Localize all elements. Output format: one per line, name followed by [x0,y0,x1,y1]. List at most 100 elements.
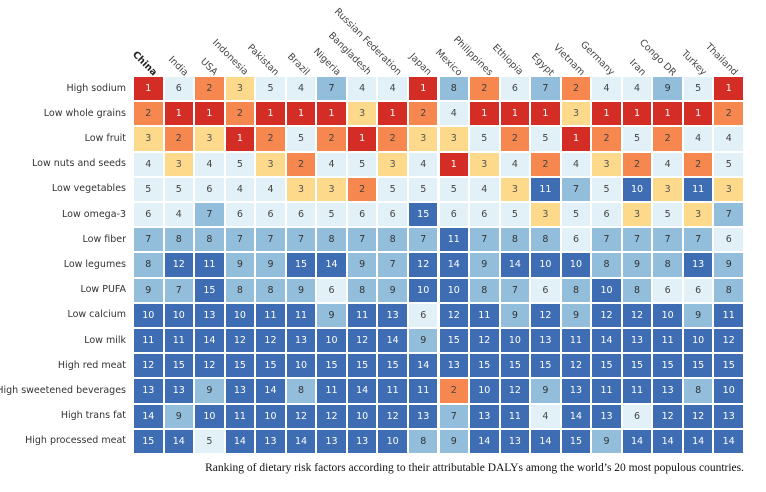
heatmap-cell: 6 [622,404,652,428]
heatmap-cell: 7 [195,203,224,227]
heatmap-cell: 12 [256,329,285,353]
heatmap-cell: 11 [256,303,285,327]
heatmap-cell: 4 [256,177,285,201]
heatmap-cell: 4 [286,77,316,101]
heatmap-cell: 4 [592,77,621,101]
heatmap-cell: 8 [256,278,285,302]
heatmap-cell: 11 [592,379,621,403]
heatmap-cell: 2 [592,127,621,151]
heatmap-cell: 12 [500,379,530,403]
heatmap-cell: 11 [500,404,530,428]
heatmap-cell: 6 [347,203,377,227]
heatmap-cell: 1 [225,127,255,151]
heatmap-cell: 8 [286,379,316,403]
heatmap-cell: 2 [225,102,255,126]
heatmap-cell: 12 [378,404,407,428]
heatmap-cell: 9 [347,253,377,277]
heatmap-cell: 6 [561,228,591,252]
heatmap-cell: 15 [653,354,682,378]
heatmap-cell: 3 [714,177,743,201]
heatmap-cell: 3 [592,152,621,176]
heatmap-cell: 10 [653,303,682,327]
heatmap-cell: 14 [225,429,255,453]
heatmap-cell: 12 [592,303,621,327]
heatmap-cell: 10 [317,329,346,353]
heatmap-cell: 14 [500,253,530,277]
heatmap-cell: 11 [164,329,194,353]
heatmap-cell: 5 [683,77,713,101]
heatmap-cell: 12 [317,404,346,428]
heatmap-cell: 5 [134,177,163,201]
column-label: Japan [407,51,434,78]
heatmap-cell: 4 [317,152,346,176]
heatmap-cell: 8 [164,228,194,252]
heatmap-cell: 14 [653,429,682,453]
heatmap-cell: 8 [561,278,591,302]
heatmap-cell: 8 [225,278,255,302]
column-label: China [130,49,160,79]
heatmap-cell: 14 [439,253,469,277]
heatmap-cell: 8 [592,253,621,277]
column-label: Turkey [679,48,709,78]
heatmap-cell: 8 [317,228,346,252]
heatmap-cell: 14 [317,253,346,277]
heatmap-cell: 5 [286,127,316,151]
heatmap-cell: 15 [195,278,224,302]
heatmap-cell: 5 [622,127,652,151]
column-label: Brazil [284,51,312,78]
column-label: Nigeria [310,46,343,78]
heatmap-cell: 15 [683,354,713,378]
heatmap-cell: 3 [561,102,591,126]
heatmap-cell: 10 [134,303,163,327]
heatmap-cell: 7 [317,77,346,101]
heatmap-cell: 1 [164,102,194,126]
heatmap-cell: 13 [470,404,499,428]
heatmap-cell: 6 [317,278,346,302]
heatmap-cell: 10 [683,329,713,353]
heatmap-cell: 1 [439,152,469,176]
heatmap-cell: 15 [134,429,163,453]
heatmap-cell: 9 [561,303,591,327]
heatmap-cell: 13 [653,379,682,403]
heatmap-cell: 2 [714,102,743,126]
heatmap-cell: 12 [164,253,194,277]
heatmap-cell: 11 [347,303,377,327]
heatmap-cell: 11 [653,329,682,353]
heatmap-cell: 2 [439,379,469,403]
heatmap-cell: 5 [195,429,224,453]
heatmap-cell: 9 [225,253,255,277]
heatmap-cell: 9 [195,379,224,403]
heatmap-cell: 5 [164,177,194,201]
heatmap-cell: 10 [408,278,438,302]
heatmap-cell: 8 [714,278,743,302]
heatmap-cell: 10 [714,379,743,403]
heatmap-cell: 7 [561,177,591,201]
heatmap-cell: 7 [225,228,255,252]
heatmap-cell: 2 [500,127,530,151]
heatmap-cell: 15 [500,354,530,378]
heatmap-cell: 13 [195,303,224,327]
heatmap-cell: 9 [408,329,438,353]
row-label: Low PUFA [80,284,126,296]
heatmap-cell: 12 [470,329,499,353]
heatmap-cell: 1 [683,102,713,126]
heatmap-cell: 2 [408,102,438,126]
heatmap-cell: 11 [561,329,591,353]
heatmap-cell: 9 [134,278,163,302]
heatmap-cell: 3 [378,152,407,176]
heatmap-cell: 5 [408,177,438,201]
heatmap-cell: 5 [256,77,285,101]
heatmap-cell: 9 [470,253,499,277]
heatmap-cell: 4 [683,127,713,151]
heatmap-cell: 13 [592,404,621,428]
row-label: High trans fat [60,410,126,422]
heatmap-cell: 13 [531,329,560,353]
heatmap-cell: 6 [683,278,713,302]
heatmap-cell: 6 [408,303,438,327]
row-label: High processed meat [25,435,126,447]
heatmap-cell: 3 [256,152,285,176]
heatmap-cell: 1 [500,102,530,126]
heatmap-cell: 13 [714,404,743,428]
heatmap-cell: 1 [286,102,316,126]
